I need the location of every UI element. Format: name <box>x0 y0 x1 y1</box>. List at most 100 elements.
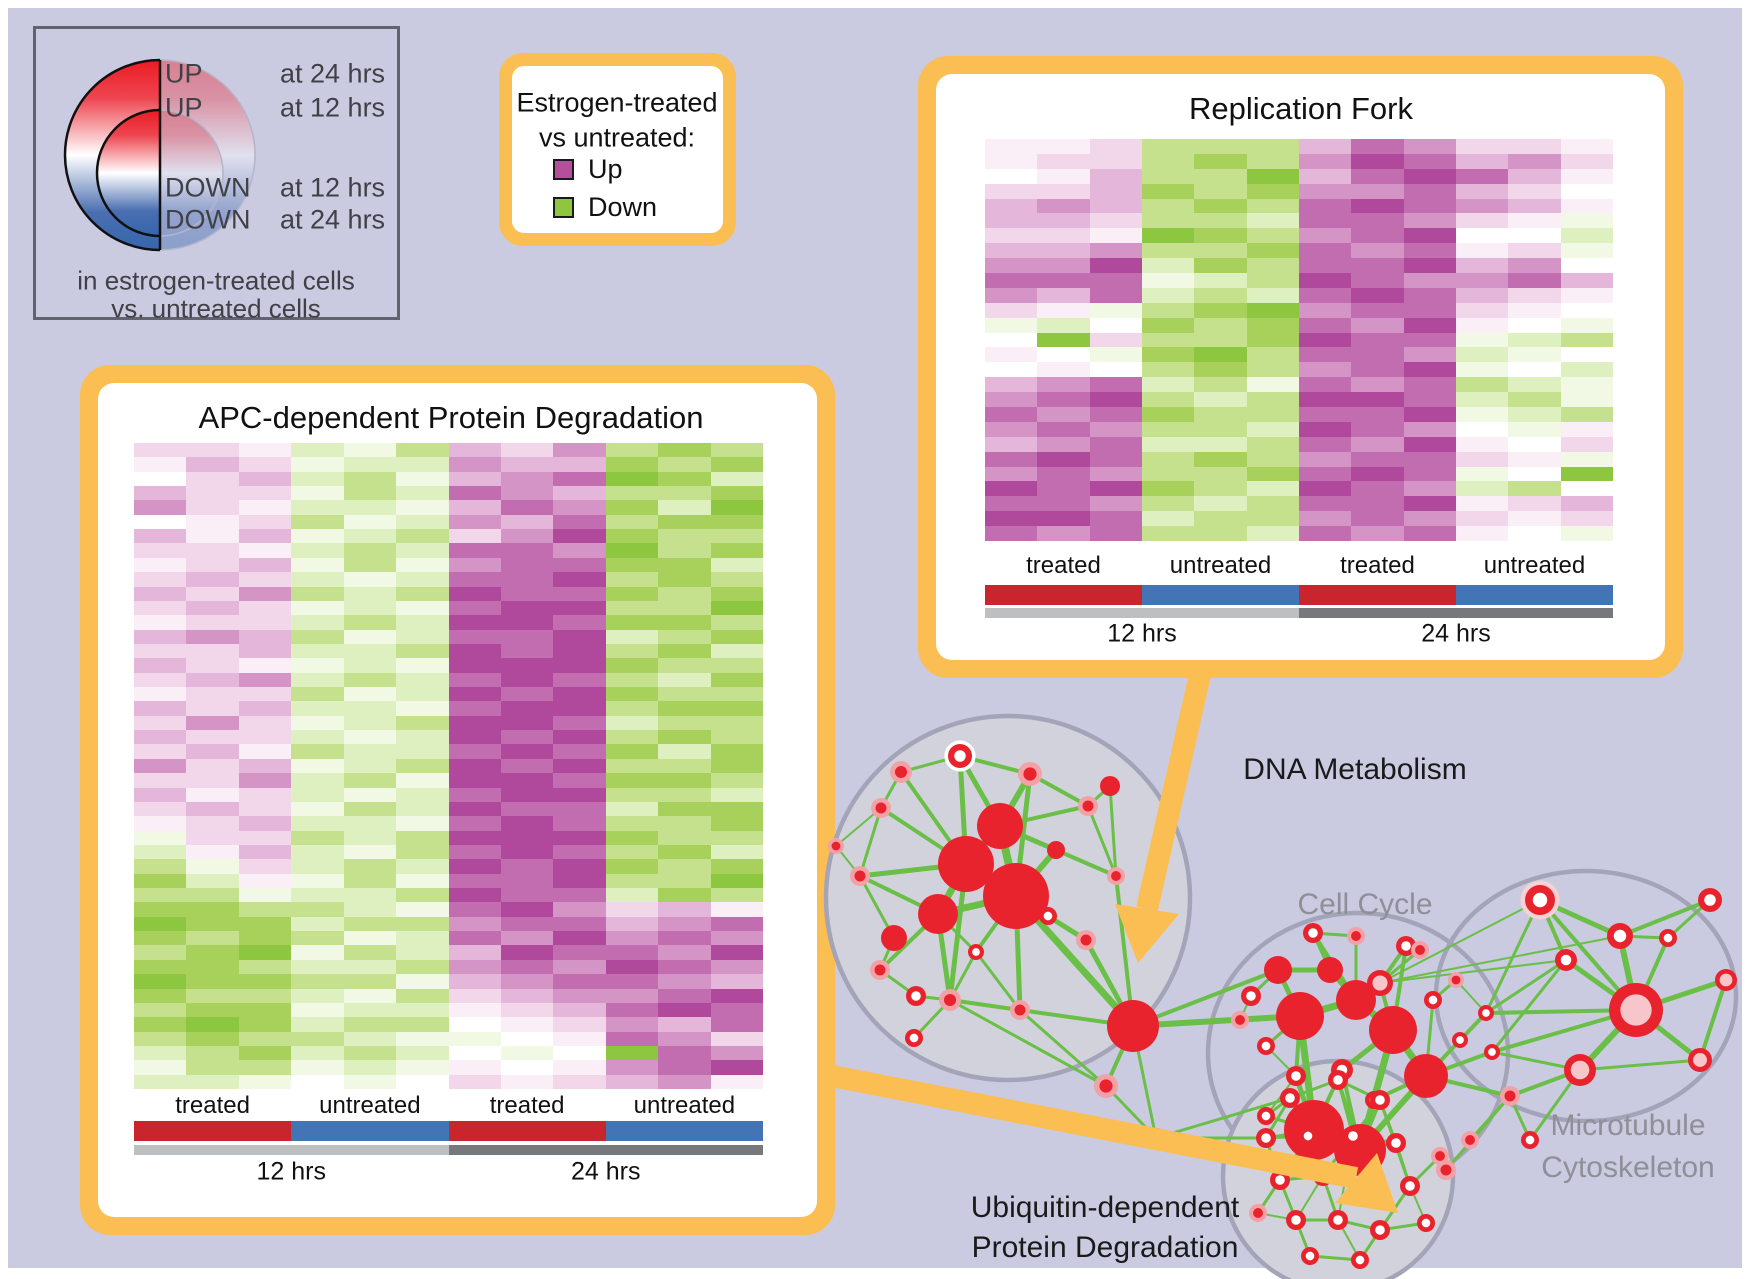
heatmap-cell <box>448 1074 501 1089</box>
heatmap-cell <box>396 859 449 874</box>
heatmap-cell <box>238 1060 292 1075</box>
heatmap-cell <box>1508 436 1561 452</box>
heatmap-cell <box>1089 168 1142 184</box>
heatmap-cell <box>238 1074 292 1089</box>
heatmap-cell <box>291 529 344 544</box>
network-node <box>1264 956 1292 984</box>
heatmap-cell <box>291 873 344 889</box>
heatmap-cell <box>343 586 397 601</box>
heatmap-cell <box>1455 213 1509 229</box>
heatmap-cell <box>1560 198 1613 214</box>
heatmap-cell <box>658 701 711 716</box>
network-node-core <box>1488 1048 1496 1056</box>
heatmap-cell <box>605 787 659 802</box>
heatmap-cell <box>1508 347 1561 363</box>
heatmap-cell <box>710 1017 763 1032</box>
heatmap-cell <box>134 600 187 616</box>
heatmap-cell <box>1560 347 1613 363</box>
heatmap-cell <box>553 1045 606 1061</box>
heatmap-cell <box>1351 451 1404 467</box>
heatmap-cell <box>1455 347 1509 363</box>
heatmap-cell <box>500 830 554 845</box>
heatmap-cell <box>396 945 449 960</box>
heatmap-cell <box>553 873 606 889</box>
heatmap-cell <box>1037 347 1090 363</box>
heatmap-cell <box>1403 153 1456 169</box>
heatmap-cell <box>291 1017 344 1032</box>
heatmap-cell <box>134 1002 187 1018</box>
heatmap-cell <box>186 529 239 544</box>
network-node-core <box>1620 994 1652 1026</box>
heatmap-cell <box>1455 377 1509 393</box>
heatmap-cell <box>396 615 449 630</box>
heatmap-cell <box>238 629 292 644</box>
heatmap-cell <box>1246 377 1299 393</box>
heatmap-cell <box>985 362 1038 378</box>
heatmap-cell <box>238 471 292 487</box>
heatmap-cell <box>1141 526 1195 541</box>
heatmap-cell <box>134 615 187 630</box>
heatmap-cell <box>605 945 659 960</box>
heatmap-cell <box>500 1031 554 1046</box>
heatmap-cell <box>291 543 344 558</box>
group-label-untreated-3: untreated <box>1483 552 1586 579</box>
heatmap-cell <box>238 643 292 659</box>
heatmap-cell <box>238 816 292 831</box>
heatmap-cell <box>500 945 554 960</box>
heatmap-cell <box>186 443 239 458</box>
heatmap-cell <box>553 687 606 702</box>
heatmap-cell <box>553 615 606 630</box>
heatmap-cell <box>710 443 763 458</box>
heatmap-cell <box>1455 481 1509 497</box>
heatmap-cell <box>1560 526 1613 541</box>
heatmap-cell <box>291 687 344 702</box>
network-node-core <box>1435 1151 1445 1161</box>
heatmap-cell <box>448 888 501 903</box>
heatmap-cell <box>134 974 187 989</box>
network-node-core <box>1401 941 1411 951</box>
heatmap-cell <box>396 514 449 530</box>
heatmap-cell <box>985 243 1038 259</box>
heatmap-cell <box>448 945 501 960</box>
network-node-core <box>1482 1009 1490 1017</box>
heatmap-cell <box>396 730 449 745</box>
heatmap-cell <box>343 945 397 960</box>
heatmap-cell <box>553 730 606 745</box>
estrogen-legend-title-line1: Estrogen-treated <box>516 87 718 118</box>
network-edge <box>1018 1008 1108 1088</box>
replication-fork-heatmap <box>985 139 1613 541</box>
heatmap-cell <box>1089 183 1142 199</box>
heatmap-cell <box>448 988 501 1003</box>
heatmap-cell <box>1298 332 1352 348</box>
heatmap-cell <box>1508 496 1561 512</box>
heatmap-cell <box>1298 198 1352 214</box>
network-edge <box>1054 848 1118 878</box>
heatmap-cell <box>1246 139 1299 154</box>
heatmap-cell <box>1141 273 1195 288</box>
heatmap-cell <box>396 500 449 515</box>
heatmap-cell <box>238 443 292 458</box>
network-node-core <box>1246 991 1256 1001</box>
heatmap-cell <box>134 715 187 731</box>
heatmap-cell <box>1455 421 1509 437</box>
network-node <box>1336 980 1376 1020</box>
heatmap-cell <box>1403 511 1456 527</box>
estrogen-item-label: Down <box>588 192 658 222</box>
heatmap-cell <box>448 672 501 688</box>
heatmap-cell <box>1351 228 1404 244</box>
heatmap-cell <box>658 988 711 1003</box>
heatmap-cell <box>1560 407 1613 422</box>
heatmap-cell <box>658 658 711 673</box>
network-node <box>1317 957 1343 983</box>
heatmap-cell <box>186 773 239 788</box>
network-node <box>1100 776 1120 796</box>
heatmap-cell <box>186 715 239 731</box>
heatmap-cell <box>500 902 554 917</box>
heatmap-cell <box>1455 317 1509 333</box>
heatmap-cell <box>343 773 397 788</box>
heatmap-cell <box>1194 168 1247 184</box>
heatmap-cell <box>605 457 659 472</box>
heatmap-cell <box>658 1074 711 1089</box>
heatmap-cell <box>1560 153 1613 169</box>
heatmap-cell <box>396 1017 449 1032</box>
